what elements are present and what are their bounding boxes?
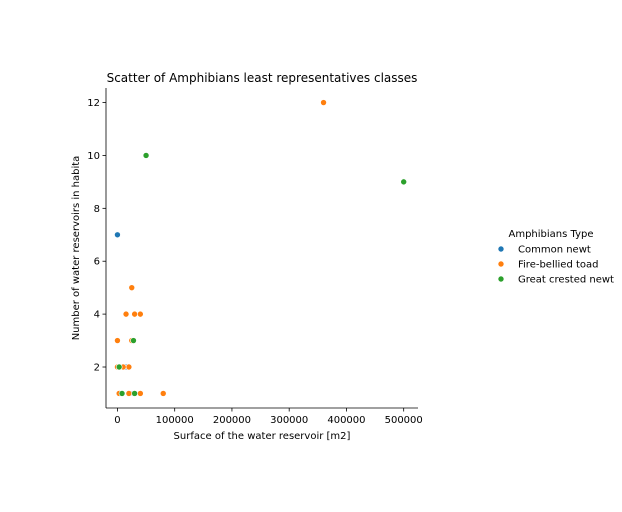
legend-label: Common newt	[518, 245, 591, 256]
y-tick-label: 8	[94, 204, 100, 215]
y-axis-label: Number of water reservoirs in habita	[71, 156, 82, 341]
y-tick-label: 12	[87, 98, 100, 109]
x-tick-label: 500000	[385, 415, 423, 426]
data-point	[131, 390, 138, 397]
x-tick-label: 100000	[156, 415, 194, 426]
y-tick-label: 6	[94, 257, 100, 268]
legend-label: Fire-bellied toad	[518, 260, 598, 271]
data-point	[118, 390, 126, 397]
y-tick-label: 4	[94, 310, 100, 321]
x-axis-label: Surface of the water reservoir [m2]	[174, 431, 351, 442]
data-points	[114, 99, 407, 397]
legend: Amphibians Type Common newt Fire-bellied …	[497, 229, 614, 286]
legend-entries: Common newt Fire-bellied toad Great creste…	[497, 245, 614, 286]
data-point	[137, 310, 144, 318]
data-point	[137, 390, 144, 397]
x-tick-label: 200000	[213, 415, 251, 426]
y-tick-label: 10	[87, 151, 100, 162]
x-tick-label: 400000	[327, 415, 365, 426]
x-axis-ticks: 0 100000 200000 300000 400000 500000	[114, 408, 423, 426]
data-point	[114, 231, 121, 239]
data-point	[115, 363, 123, 371]
data-point	[400, 178, 407, 186]
x-tick-label: 300000	[270, 415, 308, 426]
legend-title: Amphibians Type	[509, 229, 594, 240]
data-point	[130, 337, 137, 344]
data-point	[128, 284, 136, 291]
plot-area: 0 100000 200000 300000 400000 500000 2 4 6 8 10 12	[87, 88, 423, 426]
x-tick-label: 0	[114, 415, 120, 426]
legend-label: Great crested newt	[518, 275, 614, 286]
legend-marker	[497, 275, 505, 283]
data-point	[159, 390, 167, 397]
data-point	[131, 310, 138, 318]
y-axis-ticks: 2 4 6 8 10 12	[87, 98, 106, 374]
y-tick-label: 2	[94, 363, 100, 374]
data-point	[122, 310, 130, 318]
data-point	[142, 152, 150, 159]
chart-title: Scatter of Amphibians least representati…	[107, 71, 418, 85]
data-point	[125, 390, 133, 397]
data-point	[125, 363, 133, 371]
data-point	[320, 99, 327, 106]
legend-marker	[497, 260, 505, 268]
data-point	[114, 337, 121, 344]
legend-marker	[497, 245, 505, 253]
